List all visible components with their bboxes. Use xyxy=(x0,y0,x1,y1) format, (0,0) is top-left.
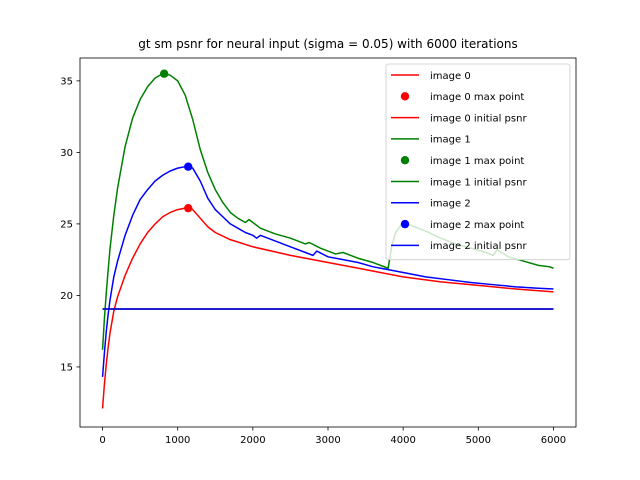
legend-label: image 2 initial psnr xyxy=(430,241,527,252)
x-tick-label: 0 xyxy=(99,435,105,446)
y-tick-label: 20 xyxy=(60,291,73,302)
x-tick-label: 1000 xyxy=(165,435,190,446)
legend-label: image 2 max point xyxy=(430,220,524,231)
plot-area: 0 1000 2000 3000 4000 5000 6000 15 20 25 30 35 xyxy=(60,57,577,446)
legend-label: image 1 max point xyxy=(430,156,524,167)
y-tick-label: 15 xyxy=(60,362,73,373)
legend-label: image 0 initial psnr xyxy=(430,113,527,124)
max-point-marker xyxy=(159,69,169,78)
legend-marker xyxy=(400,156,410,165)
y-tick-label: 35 xyxy=(60,76,73,87)
x-tick-label: 6000 xyxy=(541,435,566,446)
legend-label: image 1 xyxy=(430,135,471,146)
series-line xyxy=(101,165,554,377)
legend-label: image 1 initial psnr xyxy=(430,177,527,188)
max-point-marker xyxy=(184,203,193,213)
legend-marker xyxy=(400,219,410,229)
max-point-marker xyxy=(184,162,193,171)
legend-box xyxy=(385,63,571,261)
legend-label: image 0 xyxy=(430,71,471,82)
x-tick-label: 2000 xyxy=(240,435,265,446)
y-tick-label: 30 xyxy=(60,148,73,159)
legend-label: image 2 xyxy=(430,199,471,210)
x-tick-label: 5000 xyxy=(466,435,491,446)
legend: image 0 image 0 max point image 0 initial … xyxy=(385,63,571,261)
legend-marker xyxy=(400,92,410,101)
x-tick-label: 3000 xyxy=(315,435,340,446)
y-tick-label: 25 xyxy=(60,219,73,230)
legend-label: image 0 max point xyxy=(430,92,524,103)
chart-title: gt sm psnr for neural input (sigma = 0.0… xyxy=(138,37,518,51)
x-tick-label: 4000 xyxy=(390,435,415,446)
